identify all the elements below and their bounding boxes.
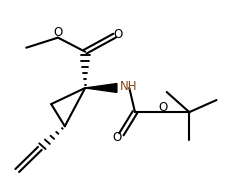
Text: O: O	[112, 131, 122, 144]
Text: O: O	[53, 26, 63, 39]
Polygon shape	[85, 84, 117, 92]
Text: NH: NH	[120, 80, 138, 93]
Text: O: O	[159, 101, 168, 114]
Text: O: O	[113, 28, 123, 41]
